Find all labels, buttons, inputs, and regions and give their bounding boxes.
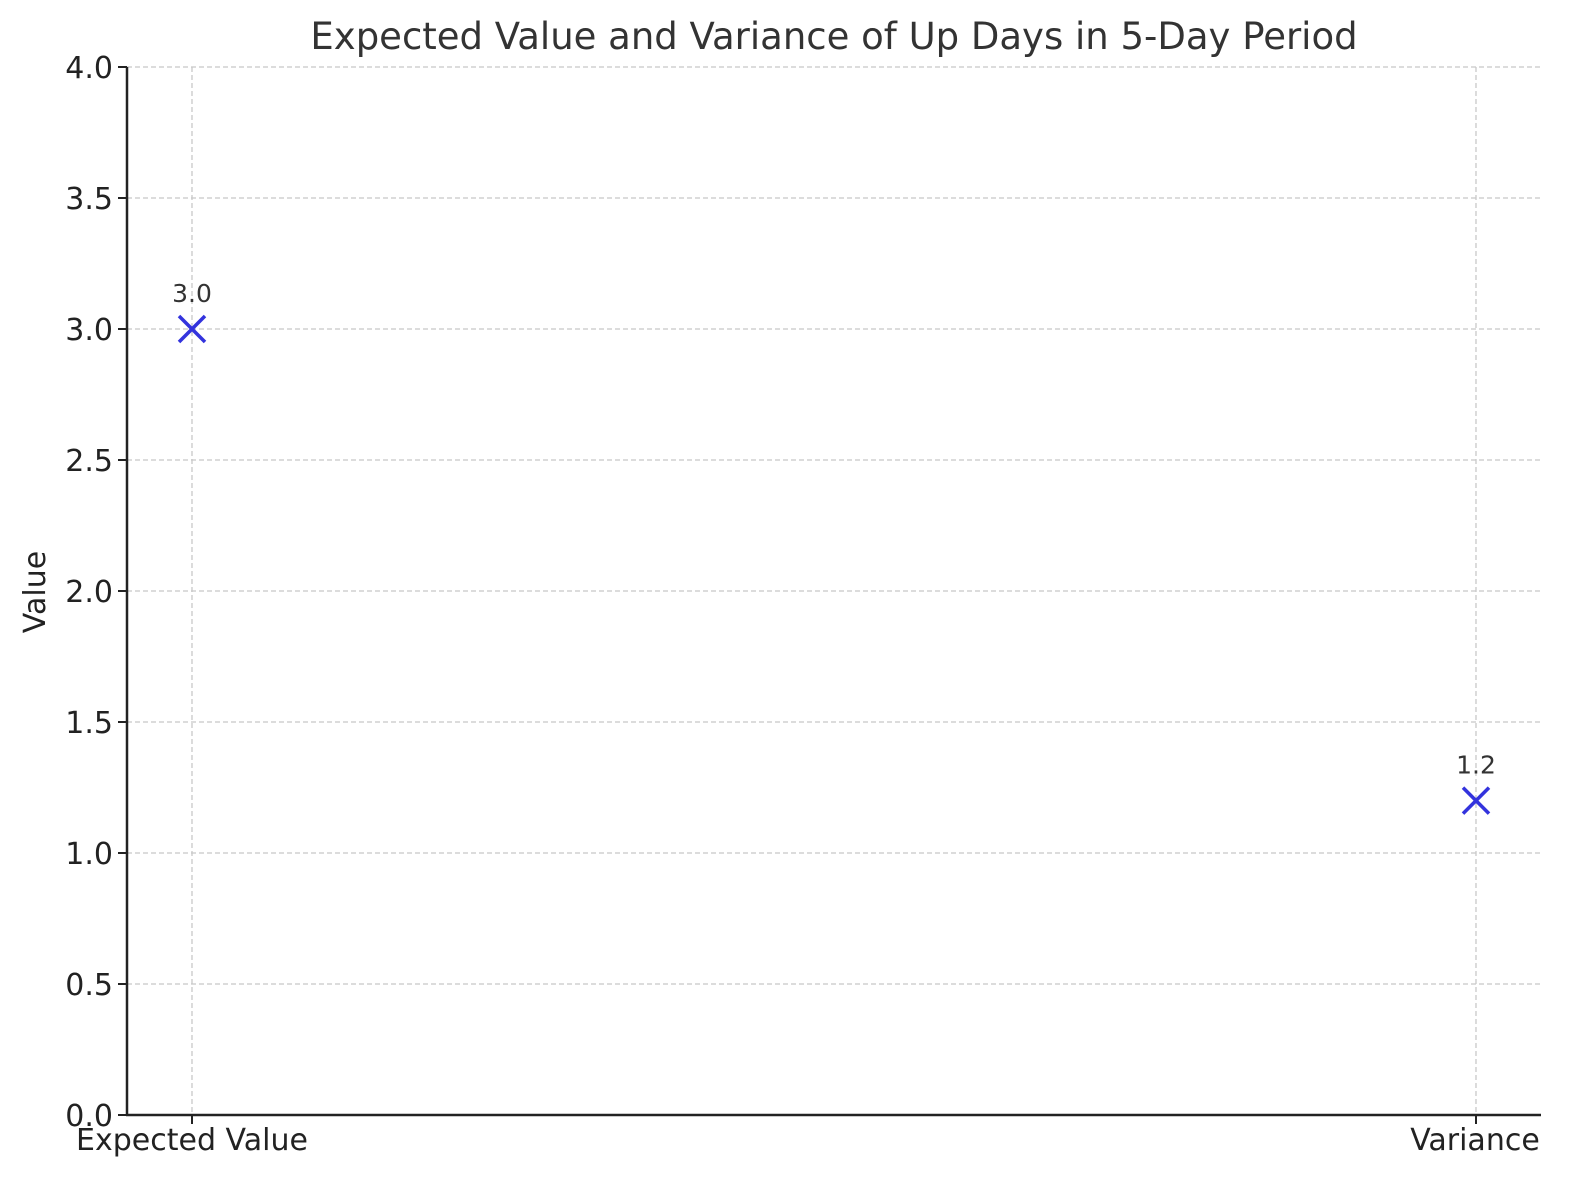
- data-point: [1461, 786, 1491, 815]
- axis-ticks: 0.0 0.5 1.0 1.5 2.0 2.5 3.0 3.5 4.0 Expected Valu…: [65, 51, 1540, 1158]
- y-tick-label: 0.0: [65, 1099, 113, 1134]
- data-label: 3.0: [172, 279, 212, 308]
- axes: [125, 67, 1541, 1117]
- y-tick-label: 3.5: [65, 182, 113, 217]
- data-label: 1.2: [1456, 751, 1496, 780]
- y-tick-label: 4.0: [65, 51, 113, 86]
- y-axis-label: Value: [18, 551, 53, 633]
- y-tick-label: 2.0: [65, 575, 113, 610]
- chart-title: Expected Value and Variance of Up Days i…: [310, 15, 1357, 58]
- data-point: [177, 314, 207, 344]
- y-tick-label: 2.5: [65, 444, 113, 479]
- grid: [127, 66, 1541, 1115]
- y-tick-label: 1.5: [65, 706, 113, 741]
- y-tick-label: 1.0: [65, 837, 113, 872]
- marker-stroke: [177, 314, 207, 344]
- y-tick-label: 3.0: [65, 313, 113, 348]
- marker-stroke: [1461, 786, 1491, 815]
- x-tick-label: Variance: [1410, 1123, 1540, 1158]
- y-tick-label: 0.5: [65, 968, 113, 1003]
- data-points: 3.0 1.2: [172, 279, 1496, 815]
- x-tick-label: Expected Value: [76, 1123, 308, 1158]
